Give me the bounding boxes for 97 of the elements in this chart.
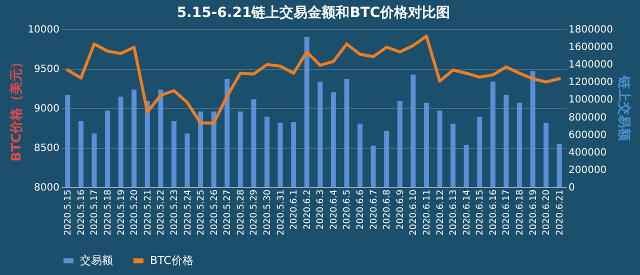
y2-tick-label: 800000 xyxy=(568,112,607,124)
x-tick-label: 2020.6.21 xyxy=(555,190,566,236)
x-tick-label: 2020.6.10 xyxy=(409,189,420,236)
y2-tick-label: 1400000 xyxy=(568,60,614,71)
bar xyxy=(344,79,350,187)
bar xyxy=(410,74,416,187)
x-tick-label: 2020.6.12 xyxy=(436,190,446,236)
x-tick-label: 2020.6.6 xyxy=(356,189,366,230)
x-tick-label: 2020.5.27 xyxy=(223,190,234,236)
x-tick-label: 2020.5.29 xyxy=(250,189,260,236)
bar xyxy=(318,82,323,187)
bar xyxy=(477,116,482,187)
chart-title: 5.15-6.21链上交易金额和BTC价格对比图 xyxy=(176,4,450,21)
bar xyxy=(464,144,469,187)
bar xyxy=(251,99,256,187)
x-tick-label: 2020.5.30 xyxy=(262,189,273,236)
bar xyxy=(78,121,84,187)
bar xyxy=(238,112,243,187)
bar xyxy=(450,124,456,187)
y2-axis-title: 链上交易额 xyxy=(616,75,632,142)
x-tick-label: 2020.6.4 xyxy=(329,189,340,230)
bar xyxy=(198,112,204,187)
x-tick-label: 2020.6.9 xyxy=(396,189,406,230)
x-tick-label: 2020.6.1 xyxy=(290,190,300,230)
x-tick-label: 2020.5.28 xyxy=(236,189,246,236)
x-tick-label: 2020.5.26 xyxy=(210,189,220,236)
bar xyxy=(490,82,496,187)
bar xyxy=(211,112,216,187)
bar xyxy=(330,92,336,187)
y-tick-label: 9000 xyxy=(34,104,60,114)
x-tick-label: 2020.5.20 xyxy=(130,189,140,236)
x-tick-label: 2020.5.22 xyxy=(156,190,167,236)
x-tick-label: 2020.6.20 xyxy=(542,189,552,236)
y2-tick-label: 1800000 xyxy=(568,24,614,36)
legend-label: BTC价格 xyxy=(150,254,194,267)
y-tick-label: 9500 xyxy=(34,64,60,75)
bar xyxy=(544,122,549,187)
x-tick-label: 2020.6.14 xyxy=(462,189,472,236)
bar xyxy=(278,122,283,187)
x-tick-label: 2020.6.11 xyxy=(422,190,432,236)
x-tick-label: 2020.6.17 xyxy=(502,190,512,236)
bar xyxy=(370,146,376,187)
y2-tick-label: 1600000 xyxy=(568,42,614,54)
x-tick-label: 2020.5.18 xyxy=(104,189,114,236)
y-tick-label: 8000 xyxy=(34,182,60,194)
bar xyxy=(158,90,164,187)
bar xyxy=(424,102,429,187)
x-tick-label: 2020.6.13 xyxy=(449,190,460,236)
x-tick-label: 2020.5.21 xyxy=(143,190,154,236)
x-tick-label: 2020.6.3 xyxy=(316,190,326,230)
y2-tick-label: 200000 xyxy=(568,164,607,176)
y2-tick-label: 0 xyxy=(568,182,575,194)
y2-tick-label: 1200000 xyxy=(568,77,614,88)
bar xyxy=(397,100,402,187)
bar xyxy=(264,116,270,187)
x-tick-label: 2020.5.16 xyxy=(76,189,87,236)
x-tick-label: 2020.6.16 xyxy=(488,189,499,236)
bar xyxy=(118,96,124,187)
x-tick-label: 2020.5.24 xyxy=(183,189,194,236)
x-tick-label: 2020.6.15 xyxy=(476,190,486,236)
bar xyxy=(437,110,442,187)
legend-label: 交易额 xyxy=(80,254,113,267)
bar xyxy=(65,94,70,187)
x-tick-label: 2020.5.19 xyxy=(116,189,127,236)
x-tick-label: 2020.6.8 xyxy=(382,189,393,230)
bar xyxy=(144,100,150,187)
y2-tick-label: 400000 xyxy=(568,147,607,158)
x-tick-label: 2020.6.5 xyxy=(342,190,353,230)
bar xyxy=(530,71,536,187)
y2-tick-label: 1000000 xyxy=(568,94,614,106)
y-tick-label: 10000 xyxy=(28,24,60,36)
x-tick-label: 2020.6.18 xyxy=(515,189,526,236)
x-tick-label: 2020.5.25 xyxy=(196,190,207,236)
line-series xyxy=(66,34,561,125)
x-tick-label: 2020.6.2 xyxy=(302,190,313,230)
bar xyxy=(358,124,363,187)
bar xyxy=(132,90,137,187)
bar xyxy=(224,79,230,187)
y-axis-title: BTC价格（美元） xyxy=(8,55,25,162)
bar xyxy=(184,133,190,187)
y-tick-label: 8500 xyxy=(34,143,60,154)
bar xyxy=(291,122,296,187)
bar xyxy=(105,110,110,187)
bar xyxy=(516,102,522,187)
x-tick-label: 2020.5.17 xyxy=(90,190,100,236)
bar xyxy=(384,130,390,187)
x-tick-label: 2020.5.23 xyxy=(170,190,180,236)
bar xyxy=(171,121,176,187)
x-tick-label: 2020.6.19 xyxy=(528,189,539,236)
y2-tick-label: 600000 xyxy=(568,130,607,141)
x-tick-label: 2020.5.15 xyxy=(64,190,74,236)
x-tick-label: 2020.6.7 xyxy=(369,190,380,230)
x-tick-label: 2020.5.31 xyxy=(276,190,286,236)
bar xyxy=(304,36,310,187)
bar xyxy=(92,133,97,187)
bar xyxy=(556,144,562,187)
bar xyxy=(504,94,509,187)
